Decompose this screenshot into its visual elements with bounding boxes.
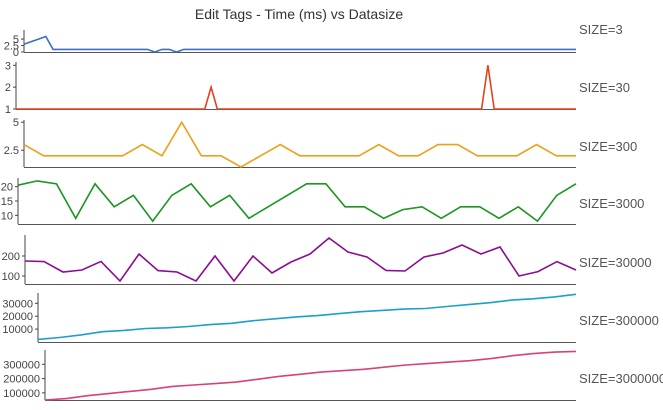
y-tick-label: 15 [1,196,13,208]
series-label: SIZE=3000 [579,196,644,211]
y-tick-label: 2 [5,82,11,94]
panel-2: 1 2 3 SIZE=30 [5,60,630,116]
y-tick-label: 300000 [3,359,40,371]
panel-5: 100 200 SIZE=30000 [2,235,652,285]
series-label: SIZE=300 [579,139,637,154]
panel-3: 2.5 5 SIZE=300 [4,117,637,168]
y-tick-label: 100 [2,271,20,283]
series-label: SIZE=300000 [579,313,659,328]
y-tick-label: 200000 [3,374,40,386]
y-tick-label: 2.5 [4,41,19,53]
chart-title: Edit Tags - Time (ms) vs Datasize [195,6,403,22]
y-tick-label: 5 [13,117,19,129]
y-tick-label: 1 [5,104,11,116]
y-tick-label: 30000 [2,298,33,310]
series-label: SIZE=30 [579,80,630,95]
y-tick-label: 0 [13,47,19,59]
series-line-4 [17,180,577,223]
series-label: SIZE=30000 [579,255,652,270]
series-label: SIZE=3000000 [579,371,663,386]
series-label: SIZE=3 [579,22,623,37]
y-tick-label: 200 [2,251,20,263]
series-line-2 [16,65,576,110]
series-line-5 [24,236,577,283]
y-tick-label: 10 [1,210,13,222]
y-tick-label: 20000 [2,311,33,323]
y-tick-label: 100000 [3,388,40,400]
series-line-1 [23,35,576,53]
y-tick-label: 3 [5,60,11,72]
panel-4: 10 15 20 SIZE=3000 [1,178,644,225]
y-tick-label: 10000 [2,324,33,336]
series-line-6 [37,293,577,341]
y-tick-label: 20 [1,182,13,194]
series-line-3 [23,120,576,168]
series-line-7 [44,350,577,401]
panel-7: 100000 200000 300000 SIZE=3000000 [3,350,663,401]
y-tick-label: 5 [13,34,19,46]
y-tick-label: 2.5 [4,145,19,157]
panel-1: 02.55 SIZE=3 [4,22,623,59]
